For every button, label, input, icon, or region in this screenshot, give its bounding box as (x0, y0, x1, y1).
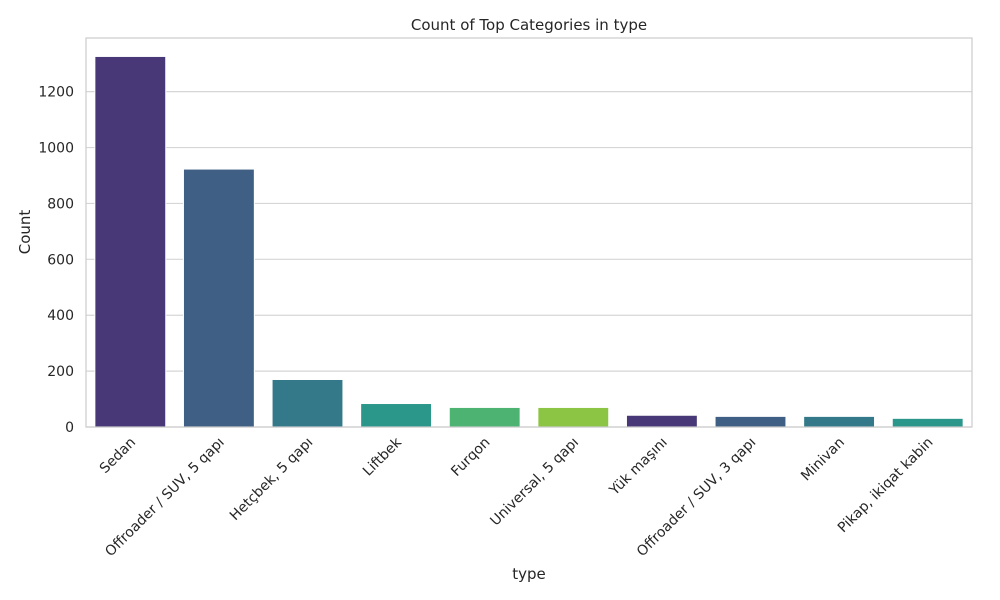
y-axis-title: Count (16, 210, 34, 255)
y-tick-label: 0 (65, 420, 74, 436)
bar-2 (271, 378, 344, 428)
bar-3 (360, 403, 433, 428)
plot-frame (85, 37, 973, 428)
x-tick-label: Pikap, ikiqat kabin (835, 435, 937, 537)
bar-4 (448, 406, 521, 428)
x-tick-label: Minivan (798, 435, 848, 485)
y-tick-label: 1000 (38, 141, 74, 157)
y-tick-labels: 0 200 400 600 800 1000 1200 (38, 85, 74, 436)
bar-7 (714, 415, 787, 428)
y-tick-label: 600 (47, 252, 74, 268)
bar-5 (537, 406, 610, 428)
x-tick-label: Universal, 5 qapı (487, 435, 582, 530)
y-tick-label: 800 (47, 196, 74, 212)
bar-9 (891, 417, 964, 428)
x-tick-label: Yük maşını (606, 435, 671, 500)
chart-title: Count of Top Categories in type (411, 16, 647, 34)
x-axis-title: type (512, 565, 546, 583)
bar-1 (182, 168, 255, 428)
x-tick-label: Sedan (97, 435, 139, 477)
y-tick-label: 1200 (38, 85, 74, 101)
x-tick-label: Hetçbek, 5 qapı (227, 435, 316, 524)
x-tick-label: Furqon (448, 435, 493, 480)
y-tick-label: 200 (47, 364, 74, 380)
bar-0 (94, 55, 167, 428)
bar-6 (625, 414, 698, 428)
y-tick-label: 400 (47, 308, 74, 324)
bar-8 (803, 415, 876, 428)
x-tick-label: Liftbek (360, 434, 406, 480)
